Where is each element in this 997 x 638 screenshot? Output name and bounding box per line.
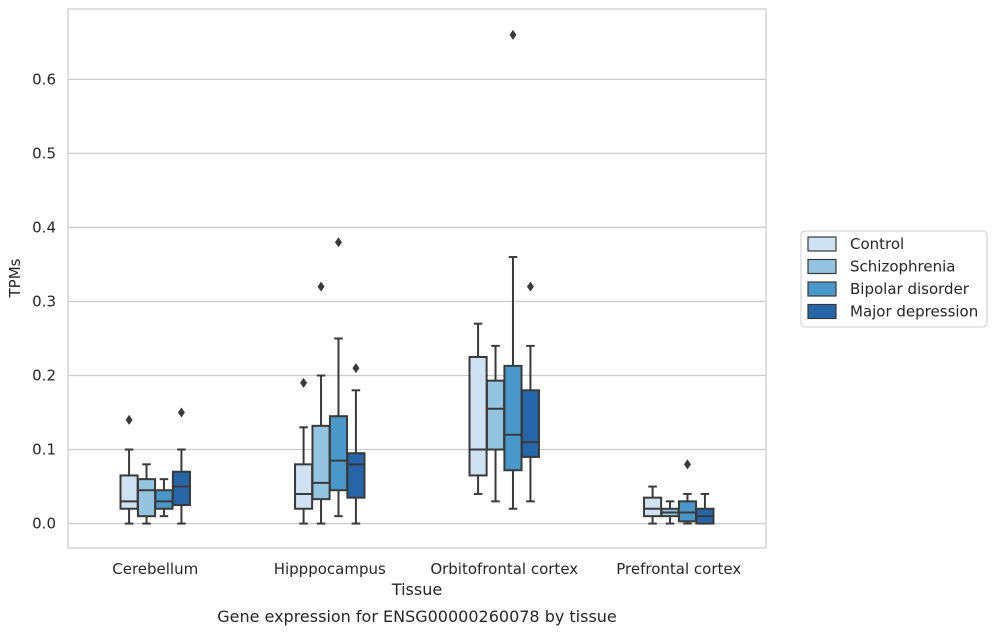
x-tick-label: Cerebellum	[112, 560, 198, 578]
box-body	[328, 415, 349, 492]
y-tick-label: 0.6	[32, 70, 56, 88]
plot-area	[67, 8, 767, 549]
chart-title: Gene expression for ENSG00000260078 by t…	[217, 607, 617, 626]
box-body	[485, 379, 506, 451]
box-major-depression-cerebellum	[171, 407, 191, 525]
x-tick-label: Orbitofrontal cortex	[430, 560, 578, 578]
box-body	[154, 489, 174, 510]
box-body	[346, 452, 366, 499]
gridlines	[68, 78, 766, 525]
y-tick-label: 0.0	[32, 515, 56, 533]
x-axis-label: Tissue	[391, 580, 442, 599]
box-control-prefrontal-cortex	[643, 485, 663, 525]
legend-label: Bipolar disorder	[850, 280, 970, 298]
box-control-hipppocampus	[294, 377, 314, 525]
box-bipolar-disorder-cerebellum	[154, 478, 174, 518]
legend-item-schizophrenia: Schizophrenia	[807, 258, 955, 276]
box-body	[119, 474, 139, 510]
outlier-point	[125, 414, 133, 425]
y-tick-label: 0.2	[32, 366, 56, 384]
legend-swatch	[807, 281, 837, 297]
outlier-point	[300, 377, 308, 388]
box-body	[311, 424, 331, 501]
legend-label: Major depression	[850, 303, 978, 321]
legend-label: Schizophrenia	[850, 258, 955, 276]
x-tick-labels: Cerebellum Hipppocampus Orbitofrontal cort…	[112, 560, 741, 578]
box-body	[677, 500, 698, 523]
box-major-depression-hipppocampus	[346, 363, 366, 525]
box-body	[171, 470, 191, 507]
legend-swatch	[807, 236, 837, 252]
legend: Control Schizophrenia Bipolar disorder Majo…	[800, 230, 988, 328]
boxes	[119, 29, 715, 525]
outlier-point	[526, 281, 534, 292]
legend-swatch	[807, 303, 837, 320]
box-body	[643, 496, 663, 518]
x-tick-label: Hipppocampus	[274, 560, 386, 578]
legend-item-bipolar-disorder: Bipolar disorder	[807, 280, 970, 298]
outlier-point	[177, 407, 185, 418]
legend-label: Control	[850, 235, 904, 253]
y-tick-label: 0.4	[32, 218, 56, 236]
box-major-depression-orbitofrontal-cortex	[520, 281, 540, 503]
box-control-orbitofrontal-cortex	[468, 322, 488, 495]
legend-item-major-depression: Major depression	[807, 303, 978, 321]
box-bipolar-disorder-orbitofrontal-cortex	[503, 29, 523, 510]
y-tick-label: 0.1	[32, 441, 56, 459]
box-body	[520, 389, 540, 458]
box-body	[468, 355, 488, 477]
box-bipolar-disorder-prefrontal-cortex	[677, 459, 698, 525]
legend-swatch	[807, 258, 837, 275]
outlier-point	[683, 459, 691, 470]
y-tick-label: 0.3	[32, 292, 56, 310]
outlier-point	[509, 29, 517, 40]
outlier-point	[334, 237, 342, 248]
outlier-point	[352, 363, 360, 374]
box-schizophrenia-cerebellum	[136, 463, 157, 525]
box-schizophrenia-prefrontal-cortex	[660, 500, 680, 525]
y-tick-label: 0.5	[32, 144, 56, 162]
box-schizophrenia-orbitofrontal-cortex	[485, 344, 506, 503]
box-body	[294, 463, 314, 510]
y-tick-labels: 0.0 0.1 0.2 0.3 0.4 0.5 0.6	[32, 70, 56, 532]
box-major-depression-prefrontal-cortex	[695, 492, 715, 525]
x-tick-label: Prefrontal cortex	[616, 560, 741, 578]
y-axis-label: TPMs	[6, 258, 24, 298]
box-body	[136, 478, 157, 518]
legend-frame	[800, 230, 988, 328]
box-bipolar-disorder-hipppocampus	[328, 237, 349, 518]
box-body	[503, 364, 523, 472]
legend-item-control: Control	[807, 235, 904, 253]
box-schizophrenia-hipppocampus	[311, 281, 331, 525]
box-control-cerebellum	[119, 414, 139, 525]
outlier-point	[317, 281, 325, 292]
